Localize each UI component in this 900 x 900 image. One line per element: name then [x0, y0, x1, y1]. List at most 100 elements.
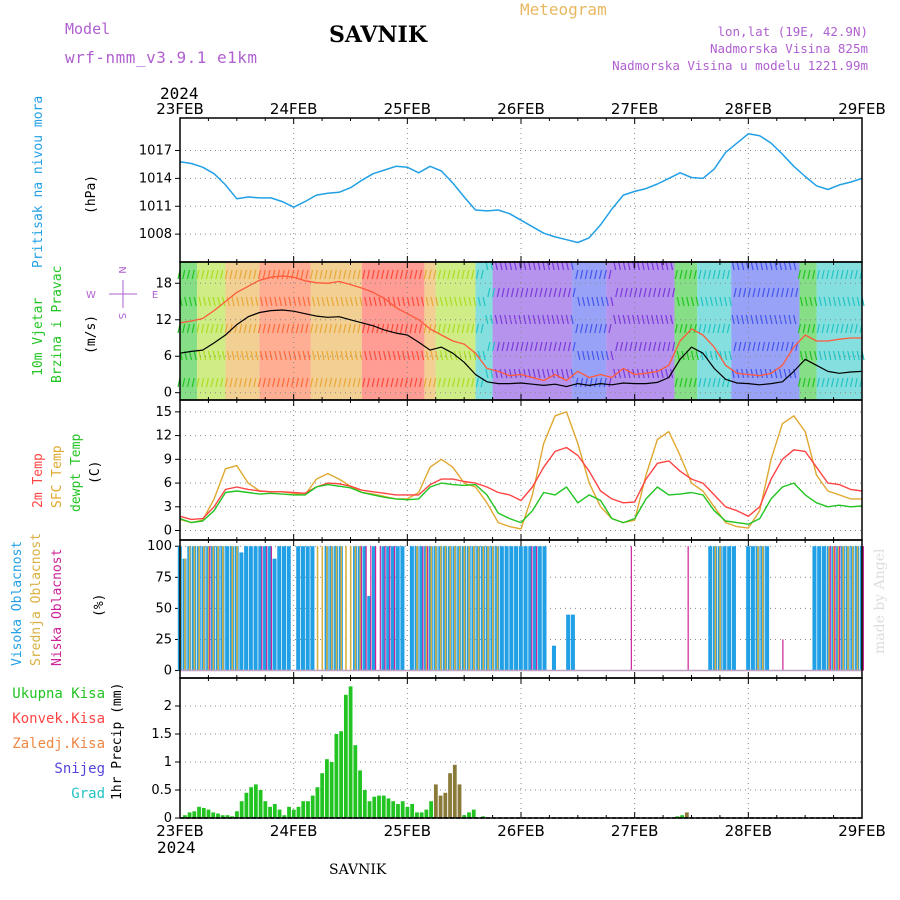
wind-arrow: [335, 350, 339, 361]
cloud-high-bar: [817, 546, 822, 671]
cloud-low-bar: [370, 546, 372, 671]
wind-arrow: [345, 296, 349, 307]
precip-bar: [684, 812, 689, 818]
wind-arrow: [755, 368, 759, 379]
cloud-mid-bar: [463, 546, 466, 671]
wind-arrow: [416, 296, 420, 307]
wind-arrow: [224, 377, 228, 388]
wind-arrow: [402, 350, 406, 361]
wind-arrow: [229, 377, 233, 388]
wind-arrow: [276, 269, 281, 280]
wind-arrow: [622, 368, 626, 379]
wind-arrow: [198, 350, 202, 361]
wind-arrow: [826, 269, 830, 280]
wind-arrow: [411, 296, 415, 307]
wind-arrow: [302, 296, 306, 307]
wind-arrow: [347, 323, 352, 334]
cloud-low-bar: [379, 546, 381, 671]
wind-arrow: [345, 350, 349, 361]
cloud-high-bar: [367, 595, 372, 671]
wind-arrow: [816, 269, 820, 280]
precip-bar: [301, 801, 306, 818]
cloud-high-bar: [523, 546, 528, 671]
wind-arrow: [255, 296, 259, 307]
wind-arrow: [619, 287, 624, 298]
wind-arrow: [362, 269, 366, 280]
precip-bar: [467, 812, 471, 818]
wind-arrow: [321, 296, 325, 307]
cloud-mid-bar: [828, 546, 830, 671]
precip-bar: [249, 787, 254, 818]
precip-bar: [306, 801, 310, 818]
wind-arrow: [310, 269, 314, 280]
wind-arrow: [444, 350, 448, 361]
precip-bar: [362, 790, 367, 818]
wind-arrow: [832, 296, 837, 307]
wind-arrow: [634, 287, 638, 298]
wind-arrow: [349, 350, 354, 361]
wind-arrow: [466, 269, 470, 280]
wind-arrow: [826, 377, 830, 388]
wind-arrow: [518, 368, 522, 379]
wind-arrow: [201, 269, 205, 280]
wind-arrow: [333, 269, 337, 280]
wind-arrow: [567, 287, 571, 298]
wind-arrow: [646, 314, 650, 325]
wind-arrow: [487, 287, 491, 298]
wind-arrow: [286, 269, 290, 280]
wind-arrow: [319, 269, 323, 280]
wind-arrow: [366, 323, 371, 334]
wind-arrow: [812, 377, 816, 388]
wind-arrow: [525, 287, 529, 298]
cloud-mid-bar: [326, 546, 328, 671]
wind-arrow: [849, 323, 854, 334]
wind-arrow: [423, 269, 427, 280]
wind-arrow: [449, 296, 453, 307]
wind-arrow: [651, 314, 655, 325]
ytick-label-pressure: 1011: [139, 199, 172, 214]
ytick-label-clouds: 100: [147, 539, 172, 554]
wind-arrow: [542, 314, 546, 325]
wind-arrow: [594, 269, 598, 280]
wind-arrow: [390, 269, 394, 280]
wind-arrow: [828, 296, 832, 307]
wind-arrow: [210, 269, 214, 280]
wind-arrow: [766, 287, 770, 298]
wind-arrow: [722, 377, 726, 388]
wind-arrow: [229, 269, 233, 280]
wind-arrow: [830, 269, 835, 280]
wind-arrow: [482, 296, 486, 307]
wind-arrow: [835, 269, 839, 280]
wind-arrow: [418, 269, 423, 280]
wind-arrow: [802, 323, 806, 334]
cloud-high-bar: [551, 645, 556, 671]
wind-arrow: [262, 377, 266, 388]
wind-arrow: [300, 377, 304, 388]
precip-bar: [429, 801, 434, 818]
wind-arrow: [373, 350, 377, 361]
wind-arrow: [430, 350, 434, 361]
wind-arrow: [248, 377, 252, 388]
wind-arrow: [212, 350, 216, 361]
wind-arrow: [684, 377, 688, 388]
wind-arrow: [316, 350, 320, 361]
wind-arrow: [769, 314, 773, 325]
wind-arrow: [750, 314, 754, 325]
wind-arrow: [414, 269, 418, 280]
wind-arrow: [217, 296, 221, 307]
wind-arrow: [203, 296, 207, 307]
wind-arrow: [243, 269, 247, 280]
wind-arrow: [428, 269, 432, 280]
wind-arrow: [499, 314, 503, 325]
wind-arrow: [418, 377, 423, 388]
wind-arrow: [250, 296, 254, 307]
ytick-label-temperature: 15: [155, 405, 172, 420]
precip-bar: [334, 734, 339, 818]
cloud-high-bar: [542, 546, 547, 671]
cloud-high-bar: [731, 546, 736, 671]
ytick-label-wind: 6: [164, 349, 172, 364]
wind-arrow: [283, 296, 287, 307]
ytick-label-precip: 1.5: [151, 727, 172, 742]
wind-arrow: [778, 368, 783, 379]
wind-arrow: [690, 350, 695, 361]
